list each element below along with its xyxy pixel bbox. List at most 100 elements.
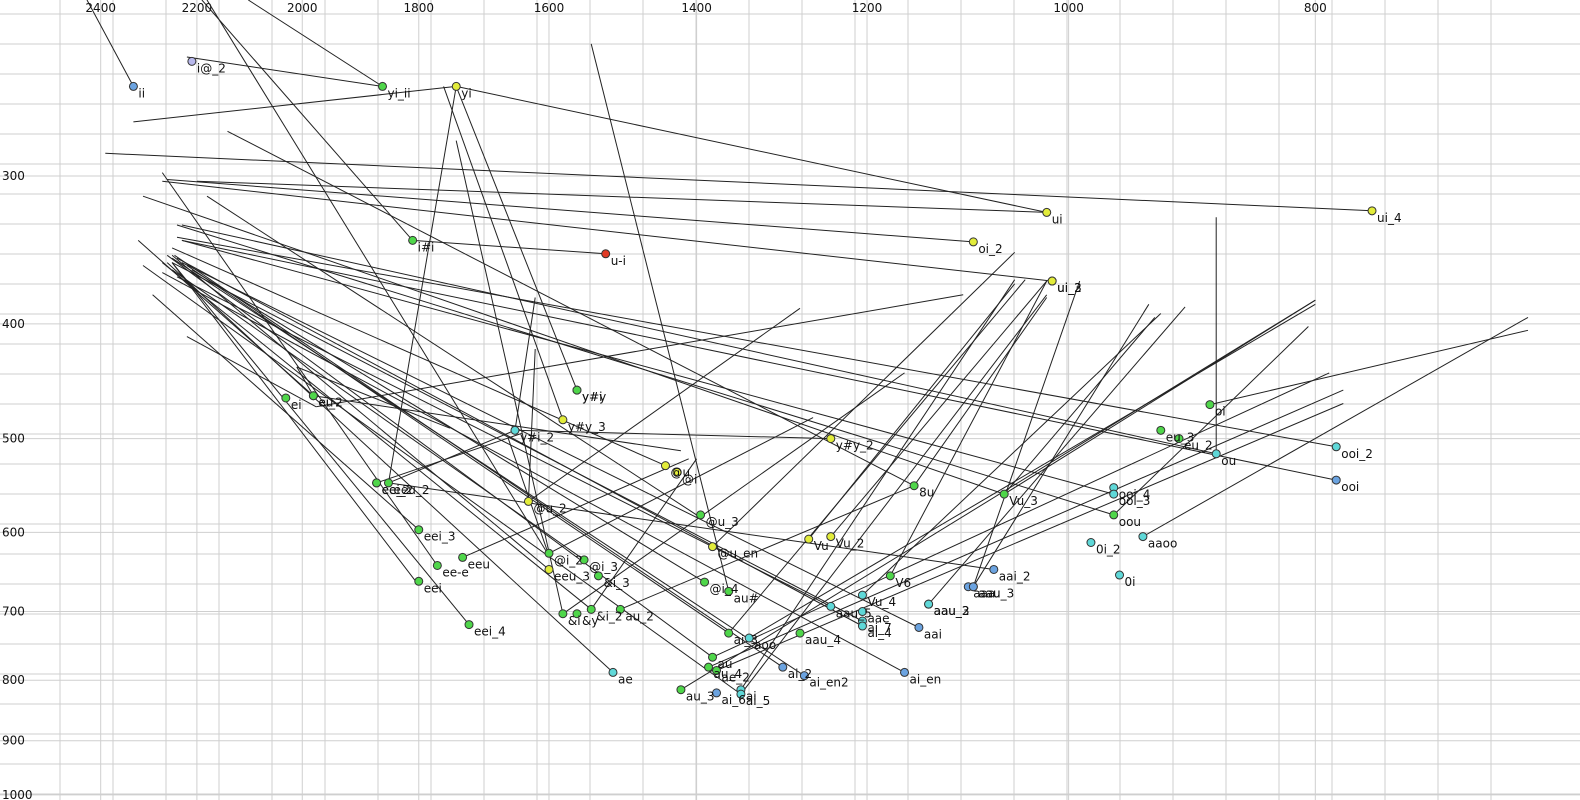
trajectory-line <box>181 239 1114 495</box>
vowel-point <box>708 652 718 662</box>
vowel-point <box>187 56 197 66</box>
vowel-label: yi <box>461 86 471 100</box>
vowel-point <box>857 607 867 617</box>
vowel-label: aoo <box>754 638 776 652</box>
vowel-label: aau <box>978 587 1000 601</box>
trajectory-line <box>527 348 536 502</box>
vowel-label: @u_3 <box>706 515 739 529</box>
vowel-point <box>1086 537 1096 547</box>
vowel-point <box>558 609 568 619</box>
trajectory-line <box>166 254 713 658</box>
vowel-point <box>510 425 520 435</box>
vowel-label: eu_3 <box>1166 430 1195 444</box>
trajectory-line <box>1209 329 1529 406</box>
vowel-point <box>1174 434 1184 444</box>
vowel-label: oi <box>1215 405 1226 419</box>
trajectory-line <box>162 272 905 673</box>
vowel-label: Vu_3 <box>1009 494 1038 508</box>
vowel-point <box>1109 489 1119 499</box>
vowel-point <box>826 434 836 444</box>
vowel-point <box>408 235 418 245</box>
vowel-point <box>378 81 388 91</box>
vowel-point <box>826 601 836 611</box>
trajectory-line <box>528 307 801 502</box>
vowel-point <box>857 621 867 631</box>
vowel-label: &y <box>582 614 598 628</box>
vowel-label: aae <box>867 612 889 626</box>
trajectory-line <box>161 172 438 566</box>
trajectory-line <box>548 417 814 554</box>
vowel-point <box>615 604 625 614</box>
x-tick-label: 1200 <box>852 1 883 15</box>
vowel-point <box>1109 510 1119 520</box>
vowel-label: ui_4 <box>1377 211 1402 225</box>
vowel-label: &i <box>568 614 581 628</box>
vowel-point <box>572 385 582 395</box>
vowel-label: @u_2 <box>533 501 566 515</box>
vowel-point <box>523 496 533 506</box>
trajectory-line <box>171 262 863 622</box>
trajectory-line <box>142 195 1005 495</box>
trajectory-line <box>680 299 1316 691</box>
trajectory-line <box>191 269 705 583</box>
trajectory-line <box>206 195 697 516</box>
vowel-label: eu_2 <box>1184 439 1213 453</box>
vowel-label: Vu_4 <box>867 595 896 609</box>
vowel-label: au <box>718 657 733 671</box>
vowel-point <box>900 667 910 677</box>
vowel-point <box>383 478 393 488</box>
trajectory-line <box>171 254 550 570</box>
vowel-point <box>308 391 318 401</box>
vowel-point <box>464 620 474 630</box>
y-tick-label: 300 <box>2 169 25 183</box>
vowel-label: @u_en <box>718 547 759 561</box>
trajectory-line <box>186 336 317 408</box>
trajectory-line <box>196 180 1047 213</box>
trajectory-line <box>928 306 1186 605</box>
vowel-point <box>1042 207 1052 217</box>
vowel-point <box>736 689 746 699</box>
trajectory-line <box>248 0 383 87</box>
vowel-label: aau_2 <box>934 604 970 618</box>
x-tick-label: 1600 <box>534 1 565 15</box>
vowel-point <box>799 671 809 681</box>
vowel-label: eeu <box>468 557 490 571</box>
vowel-point <box>744 633 754 643</box>
trajectory-line <box>728 279 1026 634</box>
trajectory-line <box>412 239 606 255</box>
vowel-point <box>999 489 1009 499</box>
vowel-label: oi_2 <box>978 242 1002 256</box>
vowel-point <box>1138 532 1148 542</box>
trajectory-line <box>171 269 585 561</box>
trajectory-line <box>830 280 1048 537</box>
vowel-point <box>724 628 734 638</box>
vowel-point <box>924 599 934 609</box>
vowel-label: aaa <box>973 587 995 601</box>
trajectory-line <box>712 251 1016 548</box>
trajectory-line <box>388 429 516 484</box>
x-tick-label: 800 <box>1304 1 1327 15</box>
vowel-label: u-i <box>611 254 626 268</box>
vowel-point <box>1331 475 1341 485</box>
trajectory-line <box>1113 326 1309 516</box>
vowel-label: eu <box>318 396 333 410</box>
trajectory-line <box>313 395 681 452</box>
vowel-point <box>795 628 805 638</box>
trajectory-line <box>972 280 1081 587</box>
vowel-point <box>432 560 442 570</box>
vowel-label: @i_4 <box>710 582 739 596</box>
vowel-label: 0i <box>1125 575 1136 589</box>
x-tick-label: 1000 <box>1053 1 1084 15</box>
vowel-label: i#i <box>418 240 435 254</box>
vowel-point <box>778 662 788 672</box>
trajectory-lines <box>86 0 1529 695</box>
vowel-point <box>708 542 718 552</box>
vowel-point <box>1115 570 1125 580</box>
vowel-label: aau_3 <box>978 587 1014 601</box>
vowel-label: 0i_2 <box>1096 542 1121 556</box>
vowel-label: aau_5 <box>836 606 872 620</box>
vowel-label: &i_3 <box>603 576 629 590</box>
vowel-point <box>1331 442 1341 452</box>
vowel-label: aai <box>924 627 942 641</box>
trajectory-line <box>296 366 314 396</box>
